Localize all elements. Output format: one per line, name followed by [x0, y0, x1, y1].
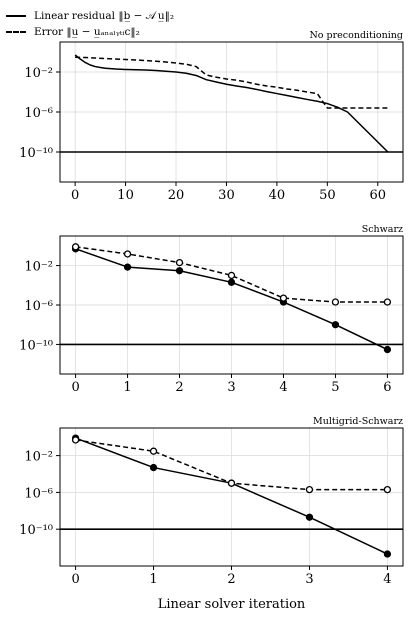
y-tick-label: 10⁻⁶ [24, 486, 53, 501]
legend-dashed-line-icon [6, 31, 26, 33]
x-tick-label: 0 [71, 572, 79, 587]
y-tick-label: 10⁻¹⁰ [19, 146, 53, 161]
x-tick-label: 0 [71, 188, 79, 203]
error-point [227, 271, 236, 280]
x-tick-label: 30 [218, 188, 235, 203]
residual-point [331, 321, 340, 329]
legend-label-error: Error ‖u̲ − u̲ₐₙₐₗᵧₜᵢc‖₂ [34, 26, 140, 38]
residual-point [227, 278, 236, 286]
x-tick-label: 2 [175, 380, 183, 395]
panel-title: No preconditioning [309, 30, 403, 41]
panel-title: Multigrid-Schwarz [313, 416, 403, 427]
legend-label-residual: Linear residual ‖b̲ − 𝒜 u̲‖₂ [34, 10, 175, 22]
error-point [383, 298, 392, 306]
error-point [227, 479, 236, 487]
residual-point [383, 550, 392, 558]
chart-panel-3: 0 1 2 3 4 10⁻² 10⁻⁶ 10⁻¹⁰ Multigrid-Schwarz [19, 416, 404, 587]
y-tick-label: 10⁻² [24, 66, 53, 81]
x-tick-label: 40 [269, 188, 286, 203]
y-tick-label: 10⁻⁶ [24, 106, 53, 121]
y-tick-label: 10⁻¹⁰ [19, 523, 53, 538]
error-point [331, 298, 340, 306]
x-tick-label: 3 [227, 380, 235, 395]
legend-solid-line-icon [6, 15, 26, 17]
x-tick-label: 4 [383, 572, 391, 587]
x-tick-label: 60 [370, 188, 387, 203]
residual-point [149, 463, 158, 472]
x-tick-label: 6 [383, 380, 391, 395]
x-tick-label: 4 [279, 380, 287, 395]
residual-point [123, 263, 132, 271]
legend-item-error: Error ‖u̲ − u̲ₐₙₐₗᵧₜᵢc‖₂ [6, 24, 174, 40]
y-tick-label: 10⁻¹⁰ [19, 338, 53, 353]
x-tick-label: 5 [331, 380, 339, 395]
error-point [149, 447, 158, 455]
error-point [123, 250, 132, 258]
x-tick-label: 0 [71, 380, 79, 395]
error-point [305, 485, 314, 494]
x-axis-label: Linear solver iteration [157, 597, 306, 612]
error-point [383, 485, 392, 494]
y-tick-label: 10⁻⁶ [24, 299, 53, 314]
residual-line [74, 54, 389, 153]
residual-point [305, 513, 314, 521]
x-tick-label: 50 [319, 188, 336, 203]
chart-panel-1: 0 10 20 30 40 50 60 10⁻² 10⁻⁶ 10⁻¹⁰ No preconditio… [19, 30, 404, 203]
x-tick-label: 2 [227, 572, 235, 587]
error-point [175, 258, 184, 267]
x-tick-label: 3 [305, 572, 313, 587]
error-point [71, 243, 80, 251]
legend-item-residual: Linear residual ‖b̲ − 𝒜 u̲‖₂ [6, 8, 174, 24]
residual-point [383, 345, 392, 354]
x-tick-label: 20 [168, 188, 185, 203]
y-tick-label: 10⁻² [24, 450, 53, 465]
error-line [75, 56, 388, 109]
chart-panel-2: 0 1 2 3 4 5 6 10⁻² 10⁻⁶ 10⁻¹⁰ Schwarz [19, 224, 404, 395]
panel-title: Schwarz [362, 224, 403, 235]
y-tick-label: 10⁻² [24, 260, 53, 275]
x-tick-label: 10 [117, 188, 134, 203]
x-tick-label: 1 [123, 380, 131, 395]
x-tick-label: 1 [149, 572, 157, 587]
error-point [71, 436, 80, 444]
error-point [279, 294, 288, 302]
residual-point [175, 267, 184, 275]
legend: Linear residual ‖b̲ − 𝒜 u̲‖₂ Error ‖u̲ −… [6, 8, 174, 40]
